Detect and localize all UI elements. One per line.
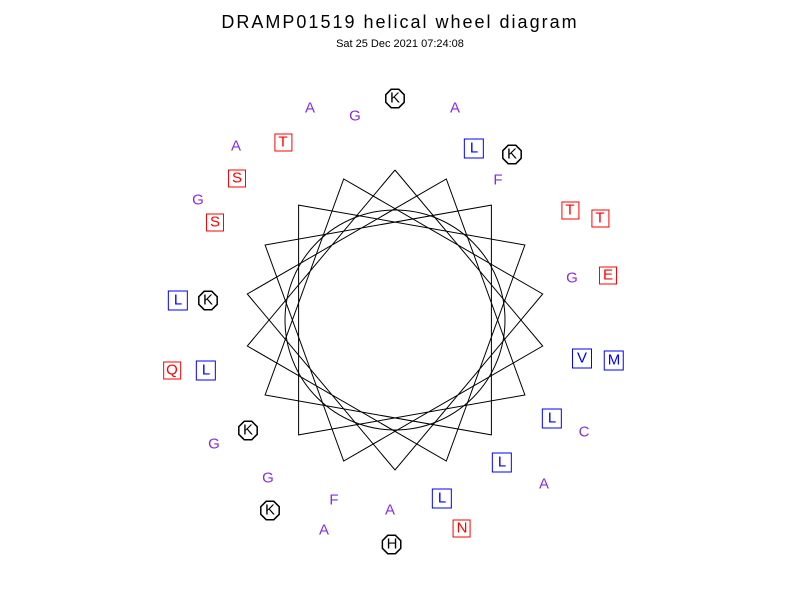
residue-16: G [566, 271, 578, 286]
residue-28: L [498, 455, 506, 470]
residue-24: L [548, 411, 556, 426]
residue-label: A [450, 100, 460, 117]
residue-33: H [387, 537, 398, 552]
residue-13: T [595, 211, 604, 226]
residue-10: K [507, 147, 517, 162]
residue-label: L [202, 362, 210, 379]
residue-label: A [231, 138, 241, 155]
residue-label: F [329, 492, 338, 509]
residue-label: F [493, 172, 502, 189]
residue-label: A [305, 100, 315, 117]
residue-7: G [192, 193, 204, 208]
residue-14: L [174, 293, 182, 308]
residue-26: G [262, 471, 274, 486]
residue-label: T [595, 210, 604, 227]
residue-3: A [450, 101, 460, 116]
residue-23: G [208, 437, 220, 452]
residue-11: F [493, 173, 502, 188]
residue-21: M [608, 353, 621, 368]
residue-label: L [548, 410, 556, 427]
residue-8: S [210, 215, 220, 230]
residue-4: T [278, 135, 287, 150]
residue-label: K [390, 90, 400, 107]
residue-label: K [507, 146, 517, 163]
residue-label: G [208, 436, 220, 453]
residue-label: V [577, 350, 587, 367]
residue-label: T [565, 202, 574, 219]
residue-6: S [232, 171, 242, 186]
residue-label: G [262, 470, 274, 487]
residue-32: A [385, 503, 395, 518]
residue-22: K [243, 423, 253, 438]
residue-label: L [174, 292, 182, 309]
residue-label: K [243, 422, 253, 439]
residue-5: A [231, 139, 241, 154]
residue-18: Q [166, 363, 178, 378]
residue-label: C [579, 424, 590, 441]
residue-label: G [566, 270, 578, 287]
residue-2: A [305, 101, 315, 116]
residue-34: L [438, 491, 446, 506]
residue-label: L [470, 140, 478, 157]
residue-label: E [603, 267, 613, 284]
residue-27: K [265, 503, 275, 518]
residue-label: Q [166, 362, 178, 379]
residue-label: K [265, 502, 275, 519]
residue-label: M [608, 352, 621, 369]
residue-15: K [203, 293, 213, 308]
residue-label: A [385, 502, 395, 519]
residue-1: G [349, 109, 361, 124]
residue-label: G [349, 108, 361, 125]
residue-label: L [438, 490, 446, 507]
residue-label: N [457, 520, 468, 537]
residue-17: E [603, 268, 613, 283]
residue-label: H [387, 536, 398, 553]
residue-0: K [390, 91, 400, 106]
residue-12: T [565, 203, 574, 218]
residue-19: L [202, 363, 210, 378]
residue-30: F [329, 493, 338, 508]
residue-31: A [319, 523, 329, 538]
residue-9: L [470, 141, 478, 156]
residue-label: S [232, 170, 242, 187]
residue-25: C [579, 425, 590, 440]
residue-20: V [577, 351, 587, 366]
residue-label: A [319, 522, 329, 539]
residue-label: L [498, 454, 506, 471]
residue-label: K [203, 292, 213, 309]
residue-label: T [278, 134, 287, 151]
residue-label: G [192, 192, 204, 209]
residue-35: N [457, 521, 468, 536]
residue-29: A [539, 477, 549, 492]
residue-label: S [210, 214, 220, 231]
residue-label: A [539, 476, 549, 493]
